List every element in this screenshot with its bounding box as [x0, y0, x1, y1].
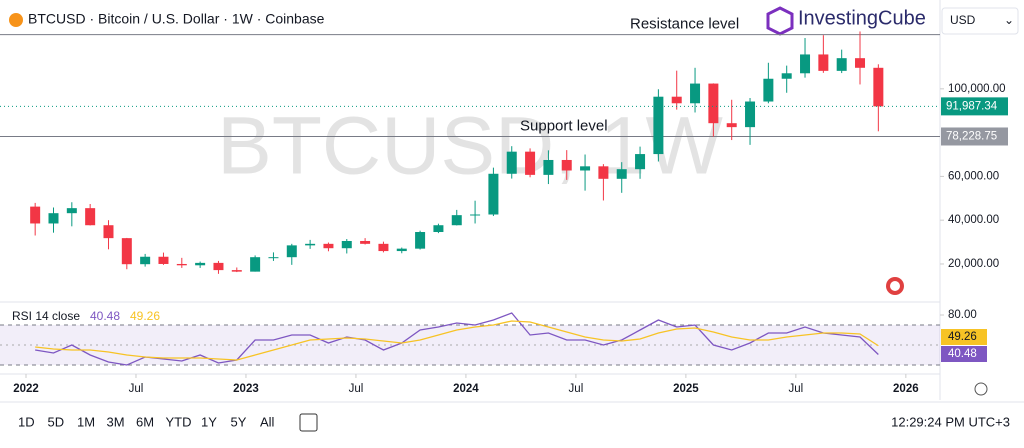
- last-price-label: 91,987.34: [946, 100, 998, 112]
- candle-body: [30, 206, 41, 224]
- candle-body: [396, 248, 407, 252]
- candle-body: [213, 262, 224, 271]
- range-button[interactable]: 5Y: [231, 414, 247, 429]
- candle-body: [451, 215, 462, 226]
- last-price-box: [941, 97, 1008, 116]
- candle-body: [378, 243, 389, 252]
- logo-icon: [766, 6, 794, 36]
- candle-body: [726, 123, 737, 128]
- candle-body: [635, 154, 646, 170]
- candle-body: [286, 245, 297, 258]
- y-tick-label: 60,000.00: [948, 170, 999, 182]
- candle-body: [121, 238, 132, 265]
- candle-body: [85, 208, 96, 226]
- date-range-icon[interactable]: [299, 413, 318, 432]
- candle-body: [800, 54, 811, 74]
- candle-body: [855, 58, 866, 68]
- x-tick-label: 2024: [453, 383, 479, 395]
- candle-body: [470, 214, 481, 216]
- level-annotation: Support level: [520, 117, 608, 134]
- candle-body: [415, 232, 426, 249]
- candle-body: [708, 83, 719, 124]
- range-button[interactable]: 5D: [48, 414, 65, 429]
- candle-body: [140, 256, 151, 265]
- level-label: 78,228.75: [946, 131, 997, 143]
- rsi-legend-value: 49.26: [130, 309, 160, 323]
- candle-body: [818, 54, 829, 71]
- candle-body: [176, 263, 187, 266]
- candle-body: [433, 225, 444, 233]
- candle-body: [745, 101, 756, 128]
- rsi-value-box: [941, 346, 987, 362]
- candle-body: [525, 151, 536, 175]
- range-button[interactable]: YTD: [166, 414, 192, 429]
- level-label-box: [941, 127, 1008, 146]
- rsi-legend-value: 40.48: [90, 309, 120, 323]
- candle-body: [323, 243, 334, 249]
- candle-body: [360, 240, 371, 244]
- range-button[interactable]: 1M: [77, 414, 95, 429]
- y-tick-label: 40,000.00: [948, 214, 999, 226]
- rsi-value-label: 40.48: [948, 348, 977, 360]
- watermark: BTCUSD, 1W: [217, 101, 723, 192]
- y-tick-label: 20,000.00: [948, 258, 999, 270]
- candle-body: [671, 96, 682, 104]
- candle-body: [103, 225, 114, 239]
- range-button[interactable]: 6M: [136, 414, 154, 429]
- currency-select[interactable]: [941, 7, 1019, 35]
- candle-body: [690, 83, 701, 104]
- candle-body: [250, 257, 261, 272]
- candle-body: [836, 58, 847, 71]
- candle-body: [561, 159, 572, 171]
- candle-body: [781, 73, 792, 79]
- currency: USD: [950, 13, 976, 27]
- candle-body: [598, 166, 609, 179]
- candle-body: [195, 262, 206, 266]
- x-tick-label: 2022: [13, 383, 39, 395]
- candle-body: [341, 240, 352, 249]
- x-tick-label: 2025: [673, 383, 699, 395]
- candle-body: [488, 173, 499, 215]
- settings-icon[interactable]: [974, 382, 988, 396]
- flag-icon: [890, 281, 900, 291]
- candle-body: [66, 208, 77, 214]
- candle-body: [158, 256, 169, 264]
- candle-body: [763, 78, 774, 102]
- candle-body: [873, 67, 884, 107]
- range-button[interactable]: All: [260, 414, 275, 429]
- rsi-line: [35, 320, 879, 361]
- rsi-value-box: [941, 329, 987, 345]
- candle-body: [231, 270, 242, 272]
- range-button[interactable]: 1Y: [201, 414, 217, 429]
- level-annotation: Resistance level: [630, 16, 739, 33]
- y-tick-label: 100,000.00: [948, 83, 1006, 95]
- rsi-value-label: 49.26: [948, 331, 977, 343]
- x-tick-label: Jul: [789, 383, 804, 395]
- rsi-line: [35, 312, 879, 366]
- candle-body: [543, 159, 554, 175]
- logo: InvestingCube: [798, 7, 926, 29]
- symbol-title: BTCUSD · Bitcoin / U.S. Dollar · 1W · Co…: [28, 11, 325, 27]
- btc-icon: [9, 13, 23, 27]
- x-tick-label: Jul: [129, 383, 144, 395]
- x-tick-label: 2026: [893, 383, 919, 395]
- candle-body: [616, 169, 627, 179]
- range-button[interactable]: 3M: [107, 414, 125, 429]
- y-tick-label: 80.00: [948, 309, 977, 321]
- candle-body: [268, 257, 279, 259]
- candle-body: [305, 243, 316, 246]
- candle-body: [506, 151, 517, 174]
- x-tick-label: 2023: [233, 383, 259, 395]
- candle-body: [653, 96, 664, 155]
- x-tick-label: Jul: [569, 383, 584, 395]
- candle-body: [580, 166, 591, 171]
- x-tick-label: Jul: [349, 383, 364, 395]
- clock: 12:29:24 PM UTC+3: [891, 414, 1010, 429]
- currency-caret: ⌄: [1004, 13, 1014, 27]
- range-button[interactable]: 1D: [18, 414, 35, 429]
- candle-body: [48, 213, 59, 224]
- rsi-title: RSI 14 close: [12, 309, 80, 323]
